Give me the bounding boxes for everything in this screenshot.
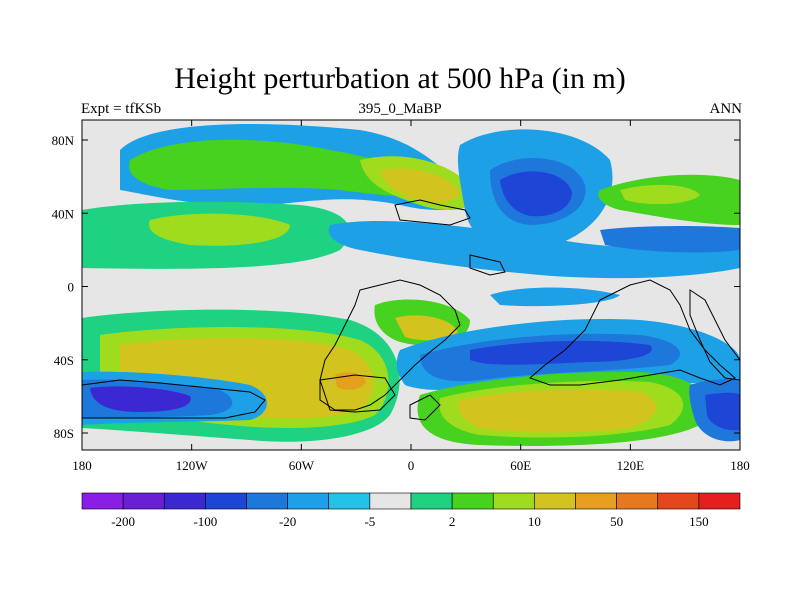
y-tick-label: 40N (52, 206, 75, 221)
field-southern-yellow (458, 389, 657, 433)
y-axis: 80N 40N 0 40S 80S (52, 133, 740, 441)
x-tick-label: 60E (510, 458, 531, 473)
colorbar-box (122, 492, 165, 510)
land-outlines (82, 199, 740, 421)
colorbar-label: -200 (111, 514, 135, 529)
y-tick-label: 0 (68, 280, 75, 295)
colorbar-box (616, 492, 659, 510)
x-axis: 180 120W 60W 0 60E 120E 180 (72, 120, 750, 473)
colorbar-box (451, 492, 494, 510)
contour-fields (82, 124, 740, 446)
colorbar-box (246, 492, 288, 510)
field-eq-blue (490, 287, 620, 307)
colorbar-box (163, 492, 206, 510)
field-tropical-blue (328, 220, 740, 279)
field-nh-green (129, 139, 440, 198)
colorbar-box (205, 492, 247, 510)
x-tick-label: 120W (176, 458, 209, 473)
colorbar-label: -5 (364, 514, 375, 529)
experiment-label: Expt = tfKSb (81, 101, 162, 117)
colorbar-label: 2 (449, 514, 456, 529)
field-nh-yellow (380, 168, 460, 203)
map-title: Height perturbation at 500 hPa (in m) (174, 62, 626, 95)
field-africa-yellow (395, 315, 458, 341)
colorbar-box (534, 492, 576, 510)
period-label: 395_0_MaBP (358, 101, 442, 117)
y-tick-label: 80N (52, 133, 75, 148)
colorbar-box (328, 492, 371, 510)
colorbar-label: 50 (610, 514, 623, 529)
y-tick-label: 40S (54, 353, 74, 368)
colorbar-box (657, 492, 700, 510)
colorbar-label: 10 (528, 514, 541, 529)
field-tropical-blue-dark (600, 225, 740, 253)
season-label: ANN (709, 101, 743, 117)
colorbar-label: -100 (193, 514, 217, 529)
colorbar-box (81, 492, 124, 510)
field-se-corner-core (705, 392, 740, 431)
field-sw-core (90, 386, 191, 412)
colorbar-box (575, 492, 617, 510)
colorbar: -200 -100 -20 -5 2 10 50 150 (81, 492, 741, 529)
field-asia-core (500, 171, 572, 217)
colorbar-box (410, 492, 453, 510)
x-tick-label: 120E (617, 458, 645, 473)
x-tick-label: 60W (289, 458, 315, 473)
field-ne-lime (620, 184, 700, 205)
y-tick-label: 80S (54, 426, 74, 441)
x-tick-label: 180 (72, 458, 92, 473)
colorbar-box (369, 492, 412, 510)
x-tick-label: 180 (730, 458, 750, 473)
colorbar-box (287, 492, 330, 510)
colorbar-label: -20 (279, 514, 296, 529)
colorbar-label: 150 (689, 514, 709, 529)
colorbar-box (698, 492, 741, 510)
field-pacific-lime (149, 213, 290, 246)
x-tick-label: 0 (408, 458, 415, 473)
colorbar-box (492, 492, 535, 510)
